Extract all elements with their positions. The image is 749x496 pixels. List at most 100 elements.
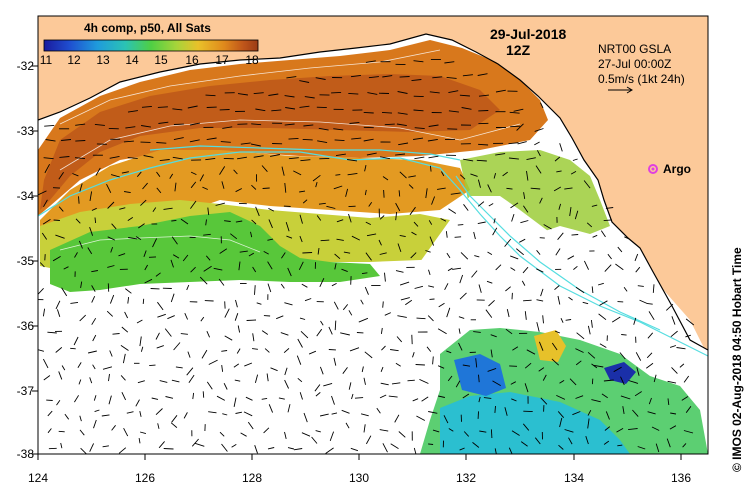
current-arrow (361, 272, 368, 275)
current-arrow (317, 248, 320, 255)
current-arrow (559, 143, 563, 152)
current-arrow (328, 326, 333, 335)
current-arrow (190, 266, 196, 273)
current-arrow (446, 252, 451, 259)
current-arrow (80, 447, 87, 454)
current-arrow (526, 349, 536, 355)
current-arrow (506, 309, 510, 318)
current-arrow (171, 236, 178, 245)
current-arrow (505, 286, 511, 292)
current-arrow (236, 348, 241, 354)
current-arrow (264, 348, 270, 353)
sst-yellow-south (534, 330, 566, 362)
current-arrow (348, 92, 359, 95)
current-arrow (461, 107, 472, 110)
x-axis-label: 130 (348, 471, 370, 485)
current-arrow (91, 270, 98, 273)
current-arrow (428, 443, 434, 445)
current-arrow (138, 438, 141, 444)
current-arrow (483, 397, 492, 399)
current-arrow (615, 263, 624, 271)
current-arrow (384, 123, 395, 126)
current-arrow (425, 188, 428, 199)
current-arrow (350, 447, 359, 452)
current-arrow (394, 414, 400, 423)
current-arrow (478, 94, 489, 97)
current-arrow (508, 157, 519, 160)
current-arrow (172, 156, 183, 160)
current-arrow (315, 181, 318, 188)
current-arrow (159, 159, 170, 162)
current-arrow (384, 312, 391, 316)
current-arrow (510, 255, 519, 260)
current-arrow (172, 254, 180, 259)
current-arrow (382, 301, 384, 308)
current-arrow (416, 317, 426, 320)
current-arrow (284, 123, 295, 126)
current-arrow (395, 362, 401, 367)
current-arrow (119, 207, 126, 210)
current-arrow (205, 219, 207, 226)
current-arrow (391, 382, 401, 385)
current-arrow (510, 267, 516, 271)
current-arrow (250, 231, 253, 238)
current-arrow (263, 251, 269, 255)
current-arrow (143, 250, 147, 258)
current-arrow (682, 443, 687, 448)
current-arrow (367, 92, 378, 95)
current-arrow (380, 156, 390, 160)
current-arrow (459, 447, 465, 451)
current-arrow (432, 356, 434, 365)
current-arrow (280, 332, 289, 336)
current-arrow (79, 183, 83, 192)
current-arrow (125, 288, 132, 294)
x-axis-label: 132 (455, 471, 477, 485)
current-arrow (447, 375, 453, 382)
current-arrow (141, 125, 151, 128)
current-arrow (398, 142, 409, 146)
current-arrow (472, 442, 480, 448)
current-arrow (107, 236, 116, 241)
current-arrow (250, 143, 261, 147)
current-arrow (502, 171, 508, 177)
current-arrow (93, 419, 97, 429)
current-arrow (43, 157, 54, 160)
current-arrow (521, 280, 526, 286)
current-arrow (234, 313, 239, 321)
current-arrow (118, 253, 126, 257)
current-arrow (349, 121, 360, 124)
current-arrow (495, 264, 502, 271)
current-arrow (61, 287, 68, 297)
current-arrow (458, 316, 465, 319)
current-arrow (213, 267, 223, 271)
current-arrow (221, 181, 225, 189)
current-arrow (554, 156, 561, 162)
current-arrow (599, 343, 607, 348)
current-arrow (171, 379, 180, 383)
current-arrow (89, 443, 95, 452)
current-arrow (493, 172, 497, 179)
current-arrow (553, 186, 562, 192)
current-arrow (271, 109, 282, 112)
current-arrow (267, 447, 275, 450)
current-arrow (281, 252, 286, 259)
current-arrow (478, 143, 489, 146)
current-arrow (520, 220, 529, 224)
current-arrow (459, 292, 467, 300)
current-arrow (593, 364, 604, 368)
current-arrow (474, 255, 480, 258)
current-arrow (219, 166, 226, 175)
current-arrow (56, 400, 61, 406)
current-arrow (538, 367, 545, 372)
current-arrow (170, 259, 174, 268)
current-arrow (302, 138, 313, 141)
current-arrow (628, 380, 639, 384)
current-arrow (293, 448, 303, 451)
current-arrow (64, 413, 70, 420)
current-arrow (190, 181, 197, 189)
current-arrow (540, 397, 548, 405)
current-arrow (106, 183, 112, 194)
current-arrow (221, 365, 224, 372)
current-arrow (400, 297, 410, 301)
current-arrow (284, 182, 287, 193)
